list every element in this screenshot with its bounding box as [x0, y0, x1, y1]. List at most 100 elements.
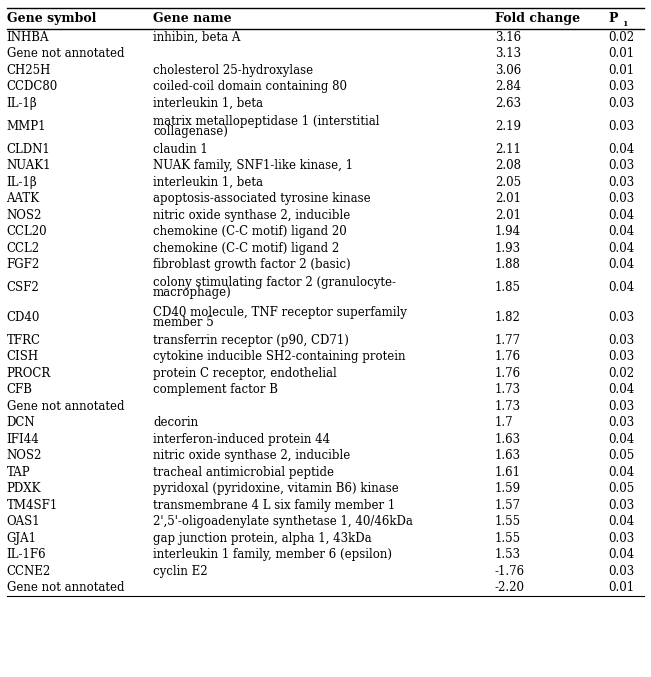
- Text: 2.08: 2.08: [495, 159, 521, 172]
- Text: 2.01: 2.01: [495, 192, 521, 205]
- Text: Fold change: Fold change: [495, 12, 580, 25]
- Text: interleukin 1, beta: interleukin 1, beta: [153, 97, 263, 110]
- Text: CD40: CD40: [7, 311, 40, 324]
- Text: 0.04: 0.04: [609, 281, 635, 294]
- Text: 3.06: 3.06: [495, 64, 521, 77]
- Text: CD40 molecule, TNF receptor superfamily: CD40 molecule, TNF receptor superfamily: [153, 306, 407, 319]
- Text: 1: 1: [622, 20, 627, 28]
- Text: 0.04: 0.04: [609, 383, 635, 396]
- Text: 0.03: 0.03: [609, 416, 635, 429]
- Text: 0.02: 0.02: [609, 367, 635, 380]
- Text: P: P: [609, 12, 618, 25]
- Text: 0.03: 0.03: [609, 192, 635, 205]
- Text: 1.73: 1.73: [495, 399, 521, 413]
- Text: CFB: CFB: [7, 383, 33, 396]
- Text: 0.04: 0.04: [609, 515, 635, 528]
- Text: NOS2: NOS2: [7, 450, 42, 462]
- Text: 0.01: 0.01: [609, 582, 635, 594]
- Text: 1.57: 1.57: [495, 499, 521, 512]
- Text: 0.03: 0.03: [609, 531, 635, 545]
- Text: nitric oxide synthase 2, inducible: nitric oxide synthase 2, inducible: [153, 450, 350, 462]
- Text: complement factor B: complement factor B: [153, 383, 278, 396]
- Text: 0.03: 0.03: [609, 334, 635, 347]
- Text: 2.01: 2.01: [495, 209, 521, 222]
- Text: fibroblast growth factor 2 (basic): fibroblast growth factor 2 (basic): [153, 258, 351, 271]
- Text: 0.03: 0.03: [609, 159, 635, 172]
- Text: IL-1F6: IL-1F6: [7, 548, 46, 561]
- Text: NUAK1: NUAK1: [7, 159, 51, 172]
- Text: 2.19: 2.19: [495, 120, 521, 133]
- Text: AATK: AATK: [7, 192, 40, 205]
- Text: 3.13: 3.13: [495, 47, 521, 60]
- Text: GJA1: GJA1: [7, 531, 36, 545]
- Text: collagenase): collagenase): [153, 125, 228, 137]
- Text: decorin: decorin: [153, 416, 198, 429]
- Text: TAP: TAP: [7, 466, 30, 479]
- Text: DCN: DCN: [7, 416, 35, 429]
- Text: 3.16: 3.16: [495, 30, 521, 44]
- Text: 1.82: 1.82: [495, 311, 521, 324]
- Text: IL-1β: IL-1β: [7, 97, 37, 110]
- Text: 0.03: 0.03: [609, 81, 635, 93]
- Text: 1.61: 1.61: [495, 466, 521, 479]
- Text: -1.76: -1.76: [495, 565, 525, 577]
- Text: 0.04: 0.04: [609, 209, 635, 222]
- Text: 1.76: 1.76: [495, 350, 521, 364]
- Text: chemokine (C-C motif) ligand 2: chemokine (C-C motif) ligand 2: [153, 242, 339, 255]
- Text: Gene name: Gene name: [153, 12, 232, 25]
- Text: 0.01: 0.01: [609, 47, 635, 60]
- Text: 1.76: 1.76: [495, 367, 521, 380]
- Text: 1.63: 1.63: [495, 433, 521, 445]
- Text: 1.88: 1.88: [495, 258, 521, 271]
- Text: NUAK family, SNF1-like kinase, 1: NUAK family, SNF1-like kinase, 1: [153, 159, 353, 172]
- Text: 1.93: 1.93: [495, 242, 521, 255]
- Text: 0.03: 0.03: [609, 350, 635, 364]
- Text: 0.04: 0.04: [609, 548, 635, 561]
- Text: 0.04: 0.04: [609, 433, 635, 445]
- Text: pyridoxal (pyridoxine, vitamin B6) kinase: pyridoxal (pyridoxine, vitamin B6) kinas…: [153, 482, 398, 496]
- Text: 0.03: 0.03: [609, 97, 635, 110]
- Text: INHBA: INHBA: [7, 30, 49, 44]
- Text: NOS2: NOS2: [7, 209, 42, 222]
- Text: 1.53: 1.53: [495, 548, 521, 561]
- Text: 0.03: 0.03: [609, 176, 635, 189]
- Text: CCNE2: CCNE2: [7, 565, 51, 577]
- Text: Gene symbol: Gene symbol: [7, 12, 96, 25]
- Text: 0.03: 0.03: [609, 120, 635, 133]
- Text: FGF2: FGF2: [7, 258, 40, 271]
- Text: 0.04: 0.04: [609, 258, 635, 271]
- Text: CISH: CISH: [7, 350, 38, 364]
- Text: interleukin 1 family, member 6 (epsilon): interleukin 1 family, member 6 (epsilon): [153, 548, 392, 561]
- Text: tracheal antimicrobial peptide: tracheal antimicrobial peptide: [153, 466, 334, 479]
- Text: claudin 1: claudin 1: [153, 143, 208, 156]
- Text: TM4SF1: TM4SF1: [7, 499, 58, 512]
- Text: IFI44: IFI44: [7, 433, 39, 445]
- Text: 0.04: 0.04: [609, 225, 635, 238]
- Text: 1.73: 1.73: [495, 383, 521, 396]
- Text: IL-1β: IL-1β: [7, 176, 37, 189]
- Text: coiled-coil domain containing 80: coiled-coil domain containing 80: [153, 81, 347, 93]
- Text: colony stimulating factor 2 (granulocyte-: colony stimulating factor 2 (granulocyte…: [153, 276, 396, 289]
- Text: member 5: member 5: [153, 315, 214, 328]
- Text: cholesterol 25-hydroxylase: cholesterol 25-hydroxylase: [153, 64, 313, 77]
- Text: 1.77: 1.77: [495, 334, 521, 347]
- Text: 0.04: 0.04: [609, 143, 635, 156]
- Text: nitric oxide synthase 2, inducible: nitric oxide synthase 2, inducible: [153, 209, 350, 222]
- Text: 0.03: 0.03: [609, 399, 635, 413]
- Text: CCL2: CCL2: [7, 242, 40, 255]
- Text: Gene not annotated: Gene not annotated: [7, 582, 124, 594]
- Text: 1.94: 1.94: [495, 225, 521, 238]
- Text: apoptosis-associated tyrosine kinase: apoptosis-associated tyrosine kinase: [153, 192, 370, 205]
- Text: 2.63: 2.63: [495, 97, 521, 110]
- Text: 0.03: 0.03: [609, 311, 635, 324]
- Text: 1.59: 1.59: [495, 482, 521, 496]
- Text: MMP1: MMP1: [7, 120, 46, 133]
- Text: 0.05: 0.05: [609, 482, 635, 496]
- Text: transferrin receptor (p90, CD71): transferrin receptor (p90, CD71): [153, 334, 349, 347]
- Text: 2.11: 2.11: [495, 143, 521, 156]
- Text: 0.03: 0.03: [609, 565, 635, 577]
- Text: cytokine inducible SH2-containing protein: cytokine inducible SH2-containing protei…: [153, 350, 406, 364]
- Text: inhibin, beta A: inhibin, beta A: [153, 30, 240, 44]
- Text: 1.7: 1.7: [495, 416, 514, 429]
- Text: chemokine (C-C motif) ligand 20: chemokine (C-C motif) ligand 20: [153, 225, 347, 238]
